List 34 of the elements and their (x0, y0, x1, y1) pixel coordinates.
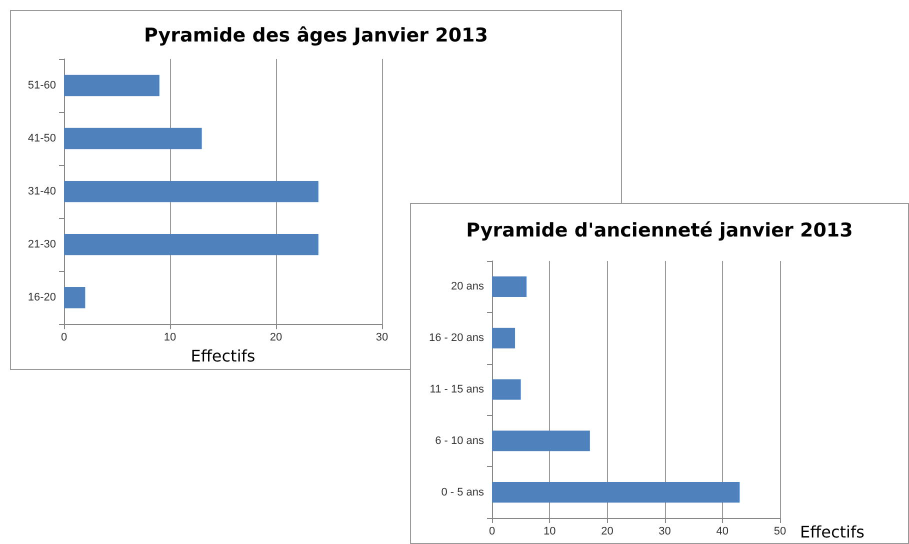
y-tick-label: 51-60 (28, 80, 56, 92)
x-tick-label: 30 (658, 526, 671, 538)
bar (492, 328, 516, 348)
y-tick-label: 11 - 15 ans (430, 384, 484, 396)
y-tick-label: 6 - 10 ans (435, 434, 484, 447)
bar (64, 234, 318, 256)
bar (492, 276, 527, 297)
x-tick-label: 30 (376, 332, 388, 344)
x-tick-label: 0 (60, 332, 68, 344)
y-tick-label: 16 - 20 ans (428, 332, 484, 344)
y-tick-label: 21-30 (28, 238, 56, 251)
x-tick-label: 50 (774, 526, 786, 538)
y-tick-label: 41-50 (28, 132, 56, 145)
x-tick-label: 20 (601, 526, 614, 538)
y-tick-label: 0 - 5 ans (441, 486, 484, 498)
bar (64, 180, 318, 202)
x-axis-title: Effectifs (800, 522, 864, 542)
x-tick-label: 0 (488, 526, 496, 538)
bar (64, 74, 160, 96)
bar (492, 379, 521, 400)
x-tick-label: 10 (543, 526, 556, 538)
x-tick-label: 40 (716, 526, 729, 538)
x-tick-label: 20 (270, 332, 282, 344)
chart-title: Pyramide des âges Janvier 2013 (144, 24, 488, 46)
y-tick-label: 20 ans (450, 280, 484, 293)
bar (492, 430, 590, 452)
x-tick-label: 10 (164, 332, 176, 344)
bar (64, 128, 202, 150)
bar (64, 286, 86, 308)
y-tick-label: 31-40 (28, 186, 56, 198)
bar (492, 482, 740, 503)
y-tick-label: 16-20 (28, 292, 56, 304)
x-axis-title: Effectifs (190, 346, 256, 366)
chart-title: Pyramide d'ancienneté janvier 2013 (466, 220, 853, 242)
